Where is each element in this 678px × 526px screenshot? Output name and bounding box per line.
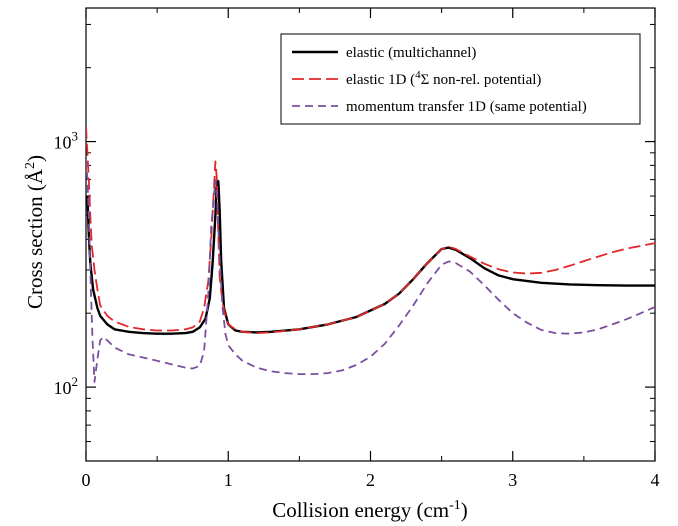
x-tick-label: 2 (366, 470, 375, 490)
series-layer (86, 126, 655, 383)
series-line-2 (86, 158, 655, 383)
y-tick-label: 102 (54, 374, 79, 398)
series-line-1 (86, 126, 655, 335)
y-axis-title-superscript: 2 (23, 162, 38, 169)
y-tick-label: 103 (54, 129, 79, 153)
axis-ticks: 0 1 2 3 4 102 103 (54, 8, 660, 490)
x-tick-label: 4 (651, 470, 660, 490)
series-line-0 (86, 179, 655, 335)
y-axis-title-main: Cross section (Å (23, 168, 47, 309)
x-tick-label: 1 (224, 470, 233, 490)
x-tick-label: 3 (508, 470, 517, 490)
legend: elastic (multichannel) elastic 1D (4Σ non… (280, 33, 641, 125)
x-axis-title-tail: ) (461, 498, 468, 522)
legend-box (280, 33, 641, 125)
y-axis-title: Cross section (Å2) (23, 155, 47, 309)
x-axis-title-main: Collision energy (cm (272, 498, 449, 522)
y-axis-title-tail: ) (23, 155, 47, 162)
legend-label: elastic 1D (4Σ non-rel. potential) (346, 69, 541, 88)
legend-label: momentum transfer 1D (same potential) (346, 99, 587, 115)
x-axis-title: Collision energy (cm-1) (272, 498, 468, 522)
x-tick-label: 0 (82, 470, 91, 490)
legend-label: elastic (multichannel) (346, 45, 476, 61)
x-axis-title-superscript: -1 (449, 498, 461, 513)
